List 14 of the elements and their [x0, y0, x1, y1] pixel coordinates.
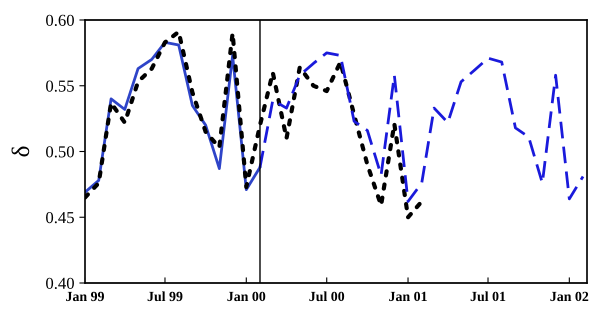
x-tick-label: Jul 99 — [148, 291, 182, 302]
y-axis-title: δ — [12, 146, 30, 156]
y-tick-label: 0.45 — [46, 212, 74, 224]
y-tick-label: 0.40 — [46, 278, 74, 290]
line-series — [258, 51, 584, 203]
x-tick-label: Jan 00 — [227, 292, 266, 302]
x-tick-label: Jan 02 — [550, 292, 588, 302]
x-tick-label: Jan 01 — [389, 292, 427, 302]
x-tick-label: Jul 00 — [309, 291, 344, 302]
x-tick-label: Jan 99 — [66, 292, 104, 302]
x-tick-label: Jul 01 — [470, 291, 506, 302]
y-tick-label: 0.55 — [46, 80, 74, 92]
y-tick-label: 0.60 — [46, 14, 74, 26]
y-tick-label: 0.50 — [46, 146, 74, 158]
